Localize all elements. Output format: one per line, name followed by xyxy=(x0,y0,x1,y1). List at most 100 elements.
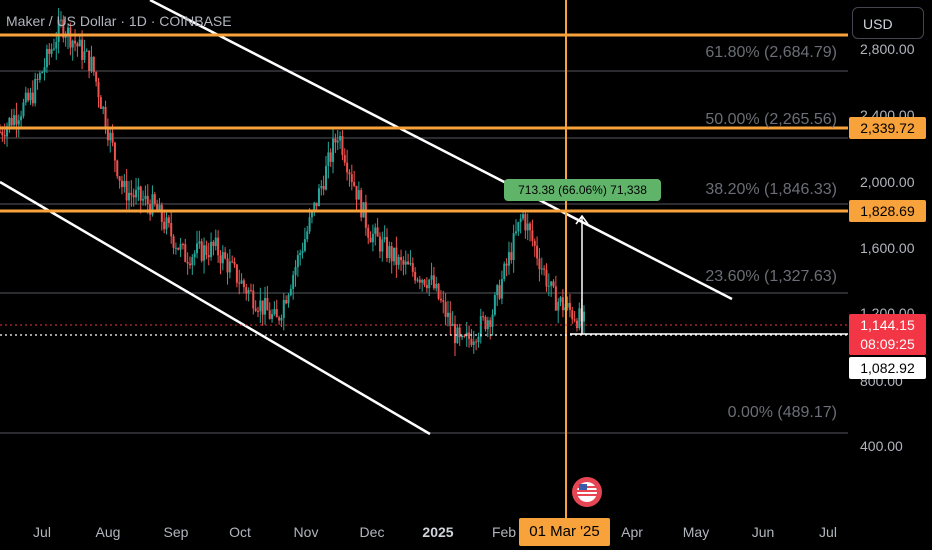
candle-body xyxy=(547,285,550,287)
candle-body xyxy=(313,202,316,211)
candle-body xyxy=(259,300,262,312)
candle-body xyxy=(97,81,100,98)
candle-body xyxy=(531,230,534,241)
currency-button[interactable]: USD xyxy=(852,7,924,39)
candle-body xyxy=(224,252,227,259)
candle-body xyxy=(43,67,46,72)
candle-body xyxy=(240,280,243,284)
candle-body xyxy=(36,78,39,80)
candle-body xyxy=(191,257,194,266)
y-tick: 2,000.00 xyxy=(860,174,915,190)
candle-body xyxy=(198,241,201,244)
candle-body xyxy=(69,27,72,48)
candle-body xyxy=(477,336,480,343)
candle-body xyxy=(536,245,539,259)
candle-body xyxy=(505,263,508,266)
candle-body xyxy=(442,300,445,302)
candle-body xyxy=(400,257,403,261)
candle-body xyxy=(256,310,259,312)
candle-body xyxy=(78,39,81,47)
candle-body xyxy=(355,185,358,200)
us-flag-icon[interactable] xyxy=(572,477,602,507)
x-tick: May xyxy=(682,524,710,540)
candle-body xyxy=(435,283,438,289)
candle-body xyxy=(512,233,515,260)
candle-body xyxy=(125,180,128,201)
candle-body xyxy=(320,185,323,189)
candle-body xyxy=(207,255,210,258)
candle-body xyxy=(449,312,452,327)
candle-body xyxy=(533,240,536,246)
x-tick: Jun xyxy=(751,524,775,540)
candle-body xyxy=(203,245,206,261)
candle-body xyxy=(364,202,367,228)
fib-label-38: 38.20% (1,846.33) xyxy=(705,181,837,198)
candle-body xyxy=(496,285,499,296)
candle-body xyxy=(27,92,30,101)
candle-body xyxy=(376,227,379,237)
candle-body xyxy=(573,319,576,321)
candle-body xyxy=(296,255,299,267)
candle-body xyxy=(158,204,161,212)
candle-body xyxy=(432,275,435,289)
candle-body xyxy=(292,275,295,289)
candle-body xyxy=(118,176,121,181)
candle-body xyxy=(139,186,142,201)
candle-body xyxy=(247,290,250,294)
candle-body xyxy=(378,236,381,252)
candle-body xyxy=(92,56,95,73)
y-tick: 400.00 xyxy=(860,438,903,454)
candle-body xyxy=(167,217,170,224)
candle-body xyxy=(510,252,513,260)
x-tick: Feb xyxy=(491,524,517,540)
candle-body xyxy=(34,78,37,104)
candle-body xyxy=(479,316,482,337)
candle-body xyxy=(238,282,241,284)
candle-body xyxy=(484,316,487,330)
candle-body xyxy=(421,279,424,283)
candle-body xyxy=(116,160,119,177)
candle-body xyxy=(275,309,278,318)
candle-body xyxy=(99,97,102,109)
candle-body xyxy=(461,335,464,338)
trendline-lower[interactable] xyxy=(0,180,431,436)
x-tick: Dec xyxy=(359,524,385,540)
candle-body xyxy=(498,285,501,299)
candle-body xyxy=(303,239,306,251)
candle-body xyxy=(491,314,494,327)
candle-body xyxy=(371,233,374,243)
candle-body xyxy=(57,20,60,43)
candle-body xyxy=(526,223,529,231)
candle-body xyxy=(214,237,217,246)
candle-body xyxy=(137,186,140,190)
candle-body xyxy=(550,281,553,286)
candle-body xyxy=(360,190,363,218)
candle-body xyxy=(217,237,220,256)
candle-body xyxy=(29,92,32,101)
candle-body xyxy=(113,142,116,161)
candle-body xyxy=(278,317,281,321)
candle-body xyxy=(388,246,391,259)
candle-body xyxy=(395,247,398,265)
level-high-price-tag[interactable]: 2,339.72 xyxy=(849,117,926,139)
candle-body xyxy=(346,162,349,173)
candle-body xyxy=(437,283,440,299)
candle-body xyxy=(8,117,11,127)
candle-body xyxy=(181,243,184,245)
candle-body xyxy=(374,227,377,234)
candle-body xyxy=(235,264,238,283)
candle-body xyxy=(339,135,342,141)
x-tick: Nov xyxy=(293,524,319,540)
candle-body xyxy=(123,180,126,188)
level-mid-price-tag[interactable]: 1,828.69 xyxy=(849,200,926,222)
trendline-upper[interactable] xyxy=(149,0,733,301)
candle-body xyxy=(540,268,543,270)
candle-body xyxy=(268,310,271,319)
candle-body xyxy=(127,192,130,201)
candle-body xyxy=(174,247,177,249)
candle-body xyxy=(418,279,421,283)
candle-body xyxy=(439,298,442,301)
current-price-tag: 1,144.15 xyxy=(849,314,926,336)
